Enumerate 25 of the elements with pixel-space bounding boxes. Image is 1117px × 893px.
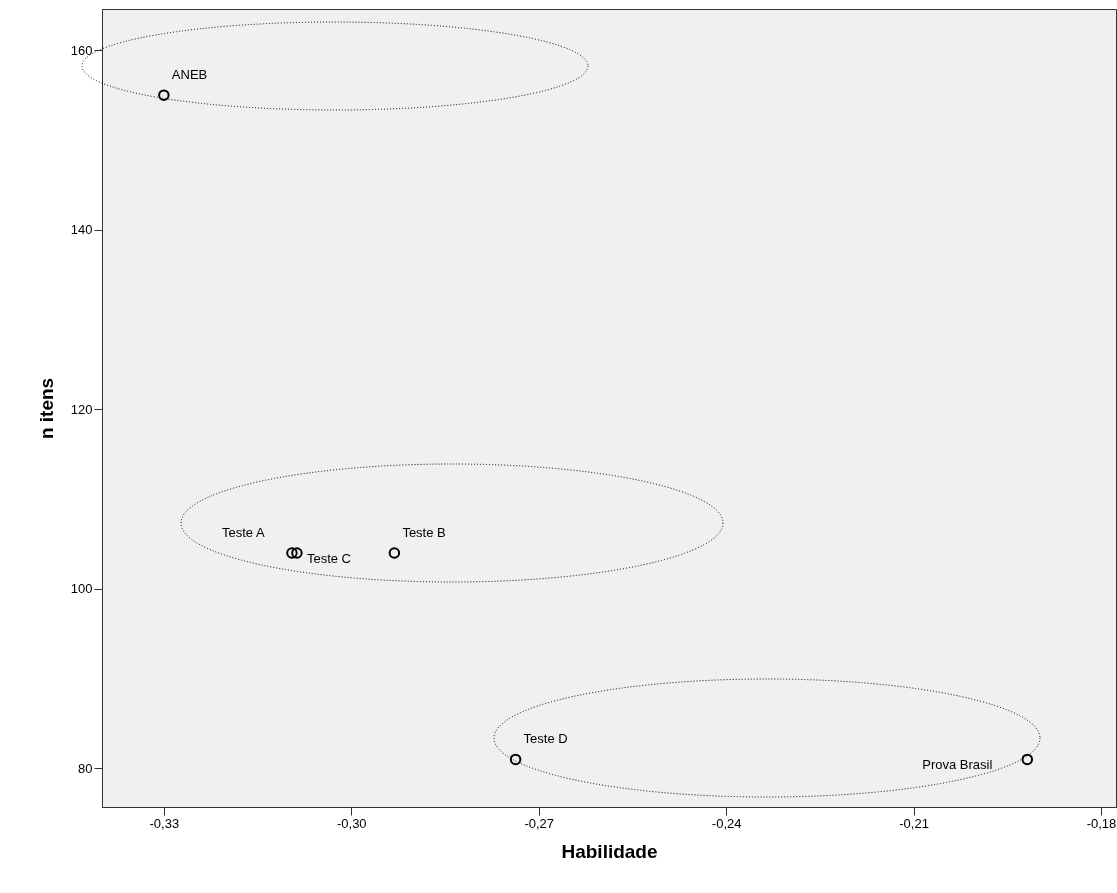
y-tick-label: 160 — [70, 42, 93, 58]
point — [388, 547, 401, 559]
x-tick-label: -0,30 — [336, 815, 367, 831]
point — [286, 547, 298, 559]
x-tick-label: -0,27 — [524, 815, 555, 831]
point — [1021, 753, 1034, 766]
annotation: Prova Brasil — [922, 757, 993, 773]
x-axis-title: Habilidade — [561, 840, 658, 862]
y-tick-label: 100 — [70, 581, 93, 597]
annotation: Teste A — [221, 524, 265, 540]
annotation: Teste B — [402, 524, 446, 540]
annotation: Teste C — [306, 550, 352, 566]
x-tick-label: -0,24 — [711, 815, 742, 831]
x-tick-label: -0,18 — [1086, 815, 1117, 831]
point — [509, 753, 522, 766]
point — [158, 89, 170, 101]
y-tick-label: 140 — [70, 222, 93, 238]
y-axis-title: n itens — [35, 377, 57, 440]
annotation: Teste D — [523, 731, 568, 747]
y-tick-label: 80 — [78, 760, 93, 776]
y-tick-label: 120 — [70, 401, 93, 417]
point — [291, 547, 303, 559]
x-tick-label: -0,21 — [899, 815, 929, 831]
annotation: ANEB — [171, 67, 208, 83]
x-tick-label: -0,33 — [149, 815, 180, 831]
